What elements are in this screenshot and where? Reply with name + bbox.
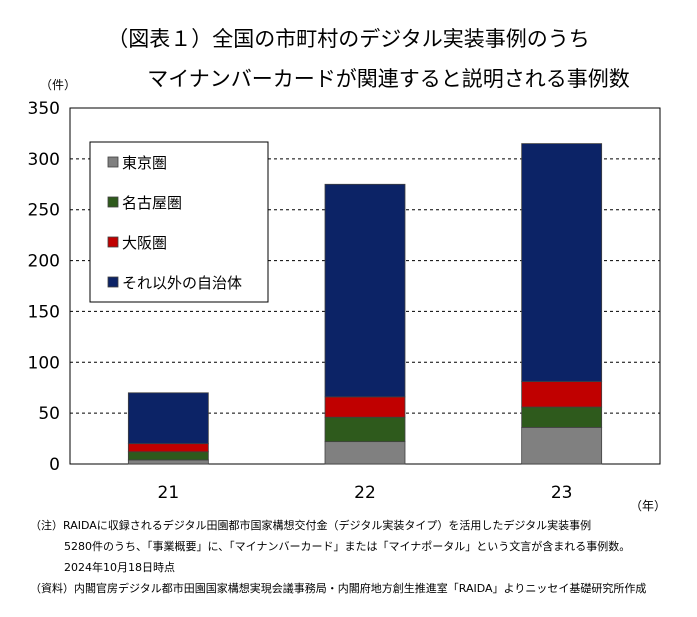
legend-swatch xyxy=(107,276,119,288)
y-axis-unit: （件） xyxy=(40,78,77,92)
legend-label: 大阪圏 xyxy=(122,234,167,252)
y-tick-label: 200 xyxy=(28,252,60,272)
y-tick-label: 100 xyxy=(28,353,60,373)
y-tick-label: 150 xyxy=(28,302,60,322)
y-tick-label: 0 xyxy=(49,455,60,475)
x-axis-unit: （年） xyxy=(630,499,667,513)
note-line1: （注）RAIDAに収録されるデジタル田園都市国家構想交付金（デジタル実装タイプ）… xyxy=(30,519,592,532)
legend-swatch xyxy=(107,196,119,208)
bar-segment xyxy=(324,441,406,465)
legend-swatch xyxy=(107,236,119,248)
x-tick-label: 21 xyxy=(158,483,180,500)
bar-segment xyxy=(127,459,209,465)
legend-label: 東京圏 xyxy=(122,154,167,172)
y-tick-label: 350 xyxy=(28,99,60,119)
y-tick-label: 50 xyxy=(38,404,60,424)
note-line2: 5280件のうち、「事業概要」に、「マイナンバーカード」または「マイナポータル」… xyxy=(64,540,631,553)
chart-title-line1: （図表１）全国の市町村のデジタル実装事例のうち xyxy=(107,27,590,51)
bar-segment xyxy=(324,416,406,443)
bar-segment xyxy=(127,443,209,453)
note-line3: 2024年10月18日時点 xyxy=(64,561,175,574)
legend-box xyxy=(89,141,269,303)
x-tick-label: 22 xyxy=(354,483,376,500)
bar-segment xyxy=(521,143,603,383)
y-tick-label: 250 xyxy=(28,201,60,221)
bar-segment xyxy=(324,183,406,398)
legend-label: 名古屋圏 xyxy=(122,194,182,212)
legend-swatch xyxy=(107,156,119,168)
bar-segment xyxy=(521,381,603,408)
bar-segment xyxy=(324,396,406,418)
chart-title-line2: マイナンバーカードが関連すると説明される事例数 xyxy=(147,67,630,91)
x-tick-label: 23 xyxy=(551,483,573,500)
y-tick-label: 300 xyxy=(28,150,60,170)
stacked-bar-chart: 0 50 100 150 200 250 300 350 21 22 23 東京圏名古屋圏大阪圏それ以… xyxy=(28,99,661,500)
legend-label: それ以外の自治体 xyxy=(122,274,242,292)
source-note: （資料）内閣官房デジタル都市田園国家構想実現会議事務局・内閣府地方創生推進室「R… xyxy=(30,582,647,595)
bar-segment xyxy=(127,451,209,461)
bar-segment xyxy=(127,392,209,445)
bar-segment xyxy=(521,426,603,465)
bar-segment xyxy=(521,406,603,428)
